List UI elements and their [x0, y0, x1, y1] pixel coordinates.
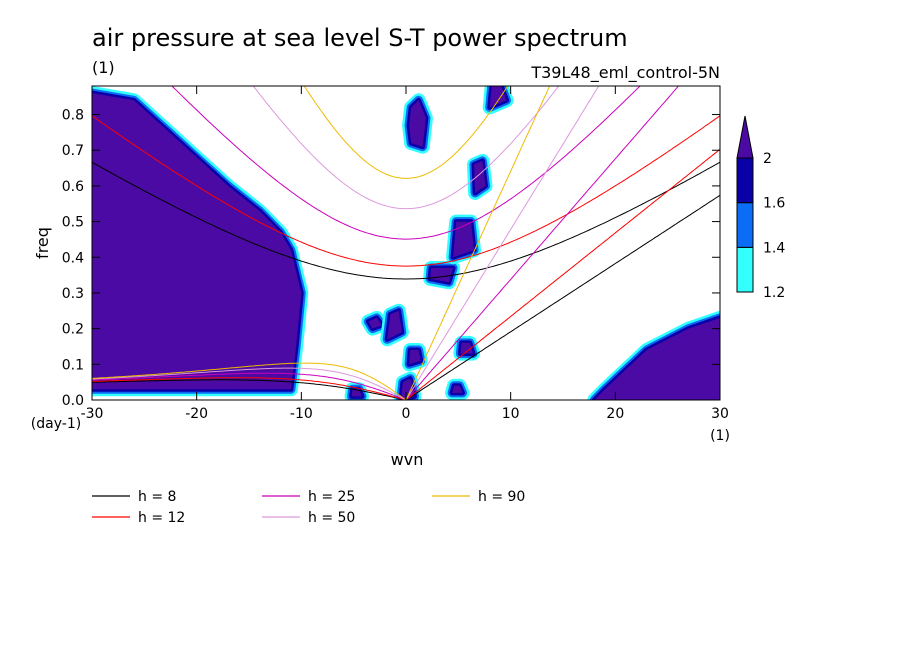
contour-region-blob-neg3-0.2 [368, 317, 382, 329]
legend-label: h = 12 [138, 510, 185, 526]
y-tick-label: 0.8 [62, 108, 84, 124]
contour-region-blob-7-0.6 [474, 160, 486, 193]
contour-region-blob-neg5-0.01 [351, 389, 362, 397]
contour-region-blob-5-0.45 [453, 221, 474, 258]
contour-region-blob-neg1-0.2 [387, 310, 402, 340]
x-tick-label: 10 [502, 406, 520, 422]
y-tick-label: 0.2 [62, 322, 84, 338]
chart-title: air pressure at sea level S-T power spec… [92, 24, 628, 52]
y-axis: 0.0 0.1 0.2 0.3 0.4 0.5 0.6 0.7 0.8 [62, 108, 720, 409]
chart-run-label: T39L48_eml_control-5N [530, 63, 720, 83]
kelvin-wave-curve-h12 [405, 148, 720, 400]
y-tick-label: 0.6 [62, 179, 84, 195]
legend-label: h = 50 [308, 510, 355, 526]
chart-units-label: (1) [92, 58, 115, 77]
colorbar-label: 2 [763, 151, 772, 167]
y-tick-label: 0.5 [62, 215, 84, 231]
rossby-wave-curve-h50 [92, 367, 407, 400]
colorbar-label: 1.4 [763, 240, 785, 256]
rossby-wave-curve-h12 [92, 377, 407, 400]
inertia-gravity-curve-h90 [303, 86, 509, 179]
colorbar-segment [736, 246, 754, 293]
x-tick-label: 0 [402, 406, 411, 422]
inertia-gravity-curve-h50 [252, 86, 560, 210]
colorbar-extension [736, 115, 754, 159]
contour-region-east-high-wavenumber [594, 317, 720, 400]
contour-region-blob-1-0.1 [409, 350, 421, 365]
dispersion-curve-layer [92, 86, 720, 400]
y-tick-label: 0.0 [62, 393, 84, 409]
contour-region-blob-5-0.02 [452, 385, 463, 393]
inertia-gravity-curve-h25 [171, 86, 641, 240]
y-axis-label: freq [33, 227, 52, 259]
rossby-wave-curve-h25 [92, 372, 407, 400]
kelvin-wave-curve-h25 [405, 86, 680, 400]
x-axis-label: wvn [391, 450, 424, 469]
x-tick-label: -10 [290, 406, 313, 422]
inertia-gravity-curve-h8 [92, 161, 720, 280]
x-axis: -30 -20 -10 0 10 20 30 [81, 86, 729, 422]
colorbar-label: 1.2 [763, 285, 785, 301]
colorbar-segment [736, 157, 754, 204]
contour-region-west-low-wavenumber [92, 93, 302, 390]
kelvin-wave-curve-h8 [405, 194, 720, 400]
x-tick-label: -20 [185, 406, 208, 422]
legend-label: h = 25 [308, 489, 355, 505]
y-tick-label: 0.7 [62, 143, 84, 159]
y-tick-label: 0.4 [62, 250, 84, 266]
colorbar-label: 1.6 [763, 196, 785, 212]
x-tick-label: -30 [81, 406, 104, 422]
x-tick-label: 20 [606, 406, 624, 422]
legend-label: h = 8 [138, 489, 176, 505]
x-units-label: (1) [710, 428, 730, 444]
rossby-wave-curve-h90 [92, 362, 407, 400]
colorbar-segment [736, 202, 754, 248]
legend-label: h = 90 [478, 489, 525, 505]
kelvin-wave-curve-h90 [405, 86, 551, 400]
colorbar: 1.2 1.4 1.6 2 [736, 115, 785, 301]
kelvin-wave-curve-h50 [405, 86, 600, 400]
rossby-wave-curve-h8 [92, 379, 407, 400]
contour-region-blob-0-0.8 [409, 100, 426, 147]
contour-region-blob-6-0.15 [460, 342, 473, 354]
contour-region-blob-9-0.85 [489, 86, 507, 108]
y-tick-label: 0.3 [62, 286, 84, 302]
y-units-label: (day-1) [31, 416, 81, 432]
inertia-gravity-curve-h12 [92, 115, 720, 267]
legend: h = 8 h = 12 h = 25 h = 50 h = 90 [92, 489, 525, 526]
x-tick-label: 30 [711, 406, 729, 422]
contour-region-blob-3-0.35 [430, 268, 454, 283]
y-tick-label: 0.1 [62, 357, 84, 373]
contour-fill-layer [92, 86, 720, 400]
